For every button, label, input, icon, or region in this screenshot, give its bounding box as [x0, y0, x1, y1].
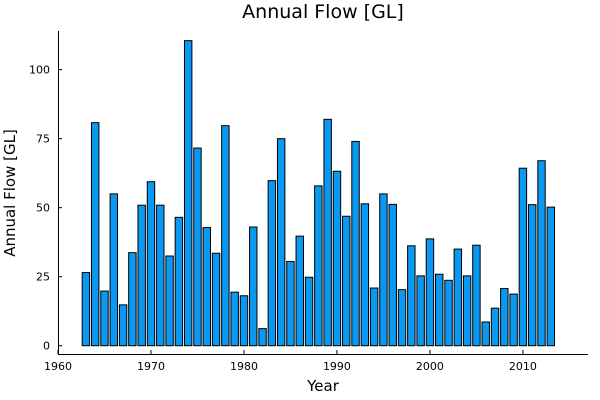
y-tick-label: 50 — [36, 202, 50, 215]
bar-1966 — [109, 193, 119, 347]
x-axis-label: Year — [306, 377, 340, 395]
bar-1984 — [276, 138, 286, 347]
y-tick-label: 100 — [29, 64, 50, 77]
bar-1987 — [304, 276, 314, 347]
bar-1976 — [202, 227, 211, 347]
y-tick-label: 0 — [43, 340, 50, 353]
bar-1999 — [416, 275, 425, 347]
bar-2004 — [462, 275, 472, 347]
y-axis-ticks: 0 25 50 75 100 — [29, 64, 62, 353]
bar-1994 — [369, 287, 379, 347]
bar-1988 — [314, 185, 323, 347]
x-tick-label: 1960 — [44, 360, 72, 373]
bar-1963 — [81, 272, 91, 347]
bar-1981 — [249, 226, 258, 347]
bar-1972 — [165, 255, 174, 347]
bar-2009 — [509, 293, 518, 347]
bar-1970 — [146, 181, 156, 347]
x-tick-label: 1990 — [323, 360, 351, 373]
bar-1965 — [100, 290, 109, 347]
bar-2001 — [435, 273, 444, 347]
chart-title: Annual Flow [GL] — [242, 1, 404, 23]
bar-1990 — [332, 170, 342, 347]
bar-2013 — [546, 206, 556, 347]
bar-2005 — [472, 244, 481, 347]
x-tick-label: 2000 — [416, 360, 444, 373]
bar-1973 — [174, 216, 184, 347]
bar-2003 — [453, 248, 463, 347]
bar-1986 — [295, 235, 304, 347]
bar-2008 — [500, 288, 509, 347]
bar-1978 — [221, 125, 230, 347]
bar-2006 — [481, 321, 490, 347]
bar-1991 — [342, 215, 351, 347]
x-tick-label: 2010 — [509, 360, 537, 373]
bar-2012 — [537, 160, 546, 347]
x-axis-ticks: 1960 1970 1980 1990 2000 2010 — [44, 350, 537, 373]
bar-1982 — [258, 328, 267, 347]
bar-2011 — [527, 204, 537, 347]
x-tick-label: 1970 — [137, 360, 165, 373]
bar-1992 — [351, 140, 360, 347]
bar-series — [81, 40, 556, 347]
bar-1993 — [360, 203, 370, 347]
x-tick-label: 1980 — [230, 360, 258, 373]
bar-1968 — [128, 252, 137, 347]
y-tick-label: 25 — [36, 271, 50, 284]
bar-1974 — [183, 40, 193, 347]
bar-2002 — [444, 279, 453, 347]
bar-1997 — [397, 289, 407, 347]
bar-1971 — [156, 204, 165, 347]
bar-1998 — [407, 245, 416, 347]
y-tick-label: 75 — [36, 133, 50, 146]
bar-1975 — [193, 147, 202, 347]
bar-2010 — [518, 167, 528, 347]
bar-1983 — [267, 180, 277, 347]
bar-1989 — [323, 118, 332, 347]
bar-1979 — [230, 291, 239, 347]
bar-1980 — [239, 295, 249, 347]
bar-1977 — [211, 252, 221, 347]
bar-1964 — [90, 122, 100, 347]
bar-2007 — [490, 307, 500, 347]
bar-1985 — [286, 261, 295, 347]
bar-1969 — [137, 204, 146, 347]
bar-2000 — [425, 238, 435, 347]
y-axis-label: Annual Flow [GL] — [1, 129, 19, 257]
bar-1967 — [118, 304, 128, 347]
bar-1996 — [388, 203, 397, 347]
bar-1995 — [379, 193, 388, 347]
